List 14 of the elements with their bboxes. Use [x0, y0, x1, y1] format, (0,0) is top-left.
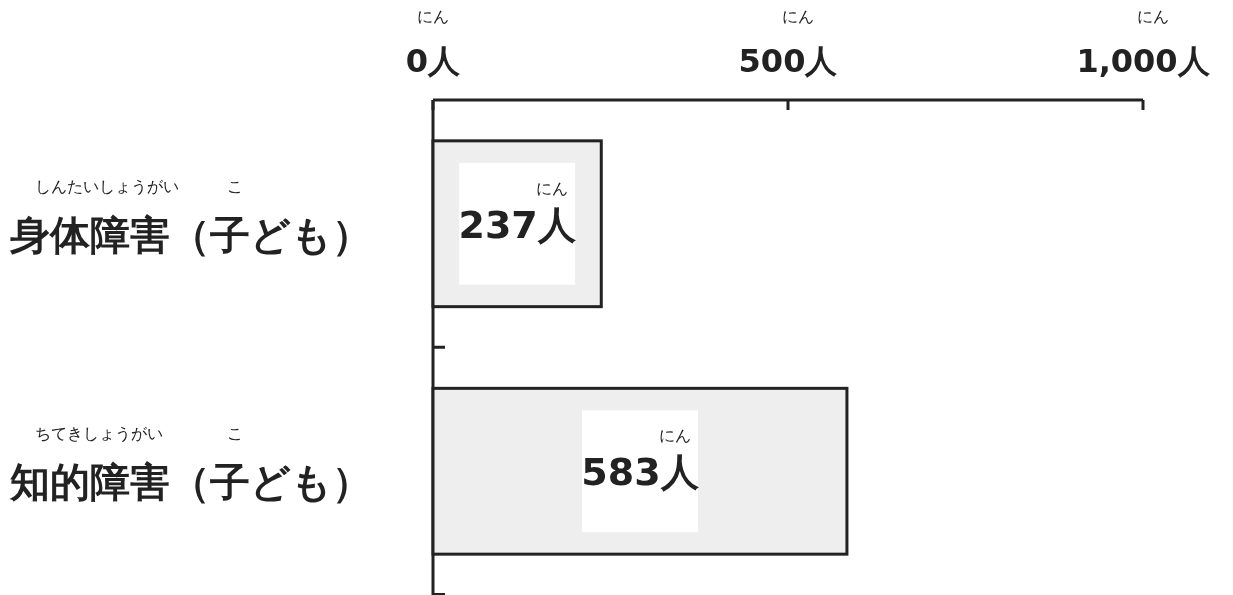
annotation: にん [658, 426, 691, 446]
text: しんたいしょうがい こ [35, 176, 243, 196]
text: にん [782, 7, 814, 26]
x-tick-label: 0人 [405, 42, 462, 80]
data-label: 237人 [458, 202, 576, 247]
annotation: にん [536, 178, 569, 198]
data-label: 583人 [581, 450, 699, 495]
y-tick-label: 知的障害（子ども） [9, 459, 372, 506]
text: にん [417, 7, 449, 26]
y-tick-label: 身体障害（子ども） [9, 211, 372, 258]
text: ちてきしょうがい こ [35, 424, 243, 444]
x-tick-label: 500人 [738, 42, 839, 80]
text: にん [1137, 7, 1169, 26]
x-tick-label: 1,000人 [1076, 42, 1211, 80]
